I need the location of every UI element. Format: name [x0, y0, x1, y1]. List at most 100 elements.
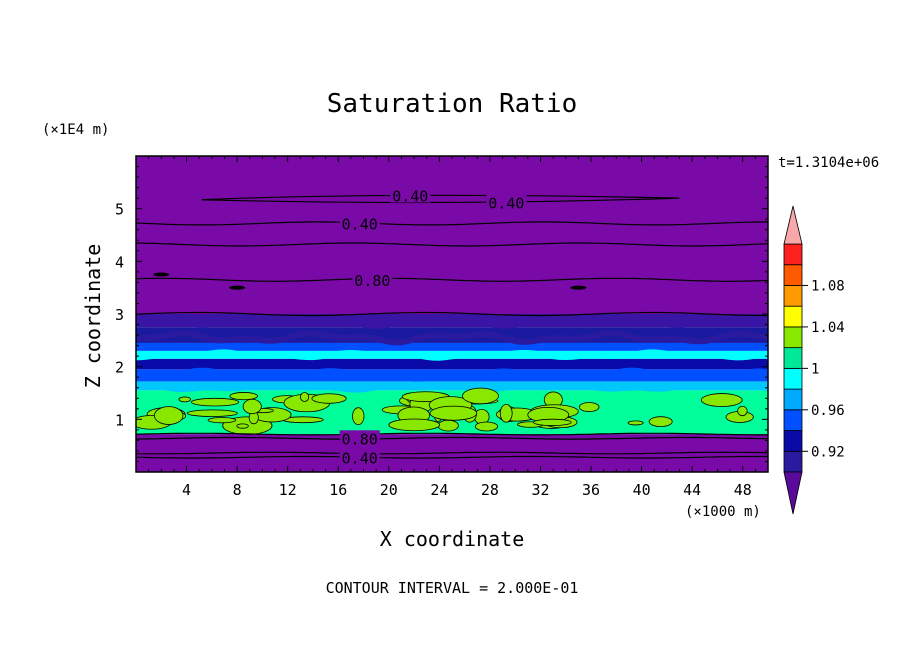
moist-patch: [178, 396, 191, 403]
x-tick-label: 40: [633, 481, 651, 499]
contour-line: [136, 451, 768, 455]
colorbar-swatch: [783, 305, 803, 328]
x-axis-label: X coordinate: [380, 527, 525, 551]
colorbar-swatch: [783, 450, 803, 473]
contour-label: 0.40: [342, 215, 378, 233]
moist-patch: [154, 406, 184, 425]
x-tick-label: 48: [734, 481, 752, 499]
moist-patch: [300, 392, 310, 402]
contour-interval-footer: CONTOUR INTERVAL = 2.000E-01: [326, 579, 579, 597]
heatmap-band: [136, 342, 768, 351]
y-tick-label: 4: [115, 253, 124, 271]
colorbar-label: 0.96: [811, 403, 845, 419]
moist-patch: [242, 398, 262, 415]
contour-label-bg: [339, 215, 380, 231]
x-tick-label: 4: [182, 481, 191, 499]
moist-patch: [311, 393, 347, 404]
colorbar-swatch: [783, 388, 803, 411]
contour-line: [201, 194, 680, 204]
colorbar: 0.92 0.96 1 1.04 1.08: [783, 205, 845, 515]
moist-patch: [190, 397, 240, 407]
x-tick-label: 32: [531, 481, 549, 499]
colorbar-swatch: [783, 430, 803, 452]
heatmap-wave: [136, 314, 768, 330]
x-tick-label: 44: [683, 481, 701, 499]
colorbar-swatch: [783, 326, 803, 349]
moist-patch: [186, 409, 238, 417]
moist-patch: [737, 405, 748, 417]
contour-line: [229, 285, 246, 290]
x-tick-label: 24: [430, 481, 448, 499]
colorbar-swatch: [783, 285, 803, 307]
colorbar-swatch: [783, 409, 803, 431]
x-tick-label: 20: [380, 481, 398, 499]
y-tick-label: 1: [115, 411, 124, 429]
colorbar-swatch: [783, 243, 803, 266]
colorbar-label: 1.08: [811, 278, 845, 294]
contour-line: [136, 432, 768, 436]
heatmap-band: [136, 358, 768, 370]
contour-label: 0.40: [392, 188, 428, 206]
colorbar-label: 1.04: [811, 320, 845, 336]
moist-patch: [533, 418, 572, 426]
contour-lines: 0.400.800.800.400.40 0.40: [136, 187, 768, 467]
y-tick-label: 5: [115, 201, 124, 219]
moist-patch: [499, 403, 513, 423]
contour-label: 0.40: [488, 194, 524, 212]
colorbar-high-arrow: [783, 205, 803, 245]
contour-label-bg: [339, 449, 380, 465]
moist-patch: [429, 405, 478, 421]
contour-label: 0.80: [354, 272, 390, 290]
contour-label-bg: [339, 430, 380, 446]
heatmap-wave: [136, 382, 768, 393]
colorbar-label: 0.92: [811, 444, 845, 460]
moist-patch: [578, 402, 600, 412]
x-tick-label: 8: [233, 481, 242, 499]
colorbar-swatch: [783, 264, 803, 286]
moist-patch: [236, 423, 249, 429]
contour-label-bg: [486, 194, 527, 210]
heatmap-band: [136, 156, 768, 314]
moist-patch: [700, 393, 743, 407]
contour-line: [153, 272, 170, 277]
contour-line: [136, 221, 768, 226]
y-axis-label: Z coordinate: [81, 244, 105, 389]
contour-line: [136, 277, 768, 282]
contour-line: [570, 285, 587, 290]
x-axis: 4 8 12 16 20 24 28 32 36 40 44 48: [148, 156, 756, 499]
x-tick-label: 12: [279, 481, 297, 499]
moist-patch: [627, 420, 644, 426]
moist-patch: [648, 416, 673, 427]
x-units-label: (×1000 m): [685, 504, 761, 520]
contour-line: [136, 436, 768, 440]
x-tick-label: 28: [481, 481, 499, 499]
contour-line: [136, 455, 768, 459]
y-tick-label: 2: [115, 359, 124, 377]
moist-patch: [352, 407, 365, 426]
contour-label-bg: [390, 187, 431, 203]
time-label: t=1.3104e+06: [778, 155, 879, 171]
contour-line: [136, 311, 768, 317]
colorbar-swatch: [783, 347, 803, 369]
colorbar-low-arrow: [783, 471, 803, 515]
x-tick-label: 16: [329, 481, 347, 499]
moist-patch: [437, 419, 459, 432]
moist-patch: [229, 392, 258, 401]
moist-patch: [474, 421, 498, 432]
colorbar-label: 1: [811, 361, 819, 377]
x-tick-label: 36: [582, 481, 600, 499]
colorbar-swatch: [783, 367, 803, 390]
contour-label: 0.80: [342, 430, 378, 448]
y-axis: 1 2 3 4 5: [115, 166, 768, 462]
moist-patch: [207, 417, 237, 424]
moist-patch: [388, 418, 441, 432]
heatmap-wave: [136, 367, 768, 382]
plot-area: [136, 156, 768, 472]
y-tick-label: 3: [115, 306, 124, 324]
heatmap-wave: [136, 329, 768, 346]
heatmap-wave: [136, 349, 768, 361]
contour-label: 0.40: [342, 449, 378, 467]
chart-title: Saturation Ratio: [327, 89, 577, 119]
y-units-label: (×1E4 m): [42, 122, 109, 138]
